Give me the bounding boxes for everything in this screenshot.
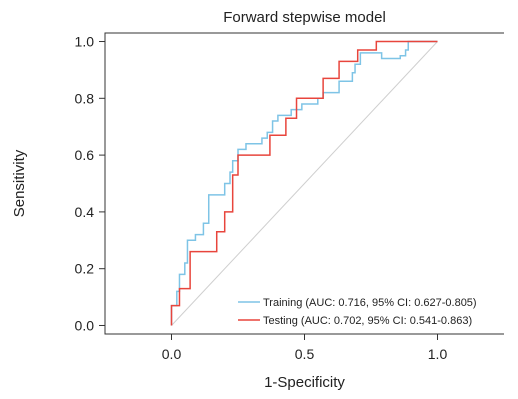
- legend: Training (AUC: 0.716, 95% CI: 0.627-0.80…: [238, 297, 477, 327]
- x-tick-label: 0.5: [295, 346, 315, 362]
- reference-diagonal: [171, 41, 438, 326]
- x-tick-label: 0.0: [162, 346, 182, 362]
- y-tick-label: 0.2: [75, 261, 95, 277]
- y-tick-label: 0.6: [75, 147, 95, 163]
- x-tick-label: 1.0: [428, 346, 448, 362]
- y-axis: 0.0 0.2 0.4 0.6 0.8 1.0: [75, 34, 105, 333]
- reference-line: [171, 41, 438, 326]
- x-axis: 0.0 0.5 1.0: [162, 334, 448, 362]
- y-tick-label: 0.4: [75, 204, 95, 220]
- y-tick-label: 0.0: [75, 317, 95, 333]
- x-axis-label: 1-Specificity: [264, 374, 345, 391]
- roc-series: [170, 40, 438, 326]
- roc-line-training: [170, 40, 438, 326]
- legend-label: Training (AUC: 0.716, 95% CI: 0.627-0.80…: [263, 297, 477, 309]
- roc-line-testing: [170, 40, 438, 326]
- y-axis-label: Sensitivity: [11, 149, 28, 217]
- legend-label: Testing (AUC: 0.702, 95% CI: 0.541-0.863…: [263, 315, 472, 327]
- y-tick-label: 1.0: [75, 34, 95, 50]
- chart-title: Forward stepwise model: [223, 9, 386, 26]
- y-tick-label: 0.8: [75, 90, 95, 106]
